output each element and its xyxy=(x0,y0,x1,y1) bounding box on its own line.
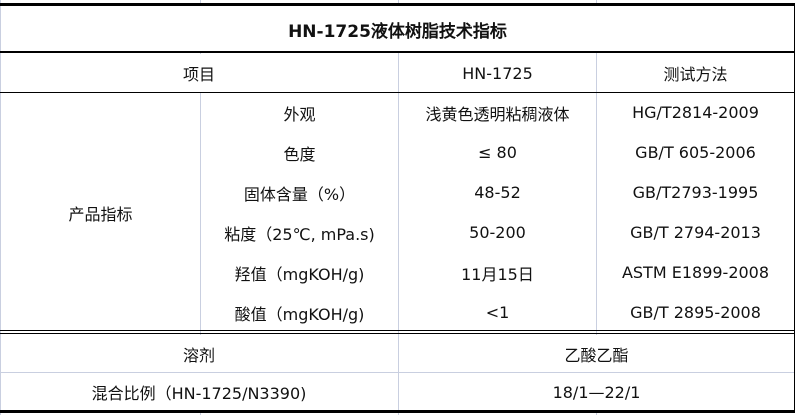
row-method: GB/T 2895-2008 xyxy=(597,293,794,332)
row-value: 浅黄色透明粘稠液体 xyxy=(399,93,596,132)
row-name: 酸值（mgKOH/g) xyxy=(201,293,398,332)
row-name: 固体含量（%） xyxy=(201,173,398,212)
table-title: HN-1725液体树脂技术指标 xyxy=(1,6,794,52)
header-item: 项目 xyxy=(1,54,397,92)
header-product: HN-1725 xyxy=(399,54,596,92)
group-label: 产品指标 xyxy=(1,93,200,332)
row-value: ≤ 80 xyxy=(399,133,596,172)
row-method: GB/T 605-2006 xyxy=(597,133,794,172)
row-method: HG/T2814-2009 xyxy=(597,93,794,132)
row-name: 粘度（25℃, mPa.s) xyxy=(201,213,398,252)
row-name: 羟值（mgKOH/g) xyxy=(201,253,398,292)
row-name: 色度 xyxy=(201,133,398,172)
mix-ratio-value: 18/1—22/1 xyxy=(399,373,794,411)
row-method: GB/T 2794-2013 xyxy=(597,213,794,252)
row-value: 50-200 xyxy=(399,213,596,252)
row-method: GB/T2793-1995 xyxy=(597,173,794,212)
row-name: 外观 xyxy=(201,93,398,132)
row-value: 48-52 xyxy=(399,173,596,212)
row-method: ASTM E1899-2008 xyxy=(597,253,794,292)
solvent-label: 溶剂 xyxy=(1,335,397,372)
mix-ratio-label: 混合比例（HN-1725/N3390) xyxy=(1,373,397,411)
header-method: 测试方法 xyxy=(597,54,794,92)
row-value: 11月15日 xyxy=(399,253,596,292)
solvent-value: 乙酸乙酯 xyxy=(399,335,794,372)
row-value: <1 xyxy=(399,293,596,332)
